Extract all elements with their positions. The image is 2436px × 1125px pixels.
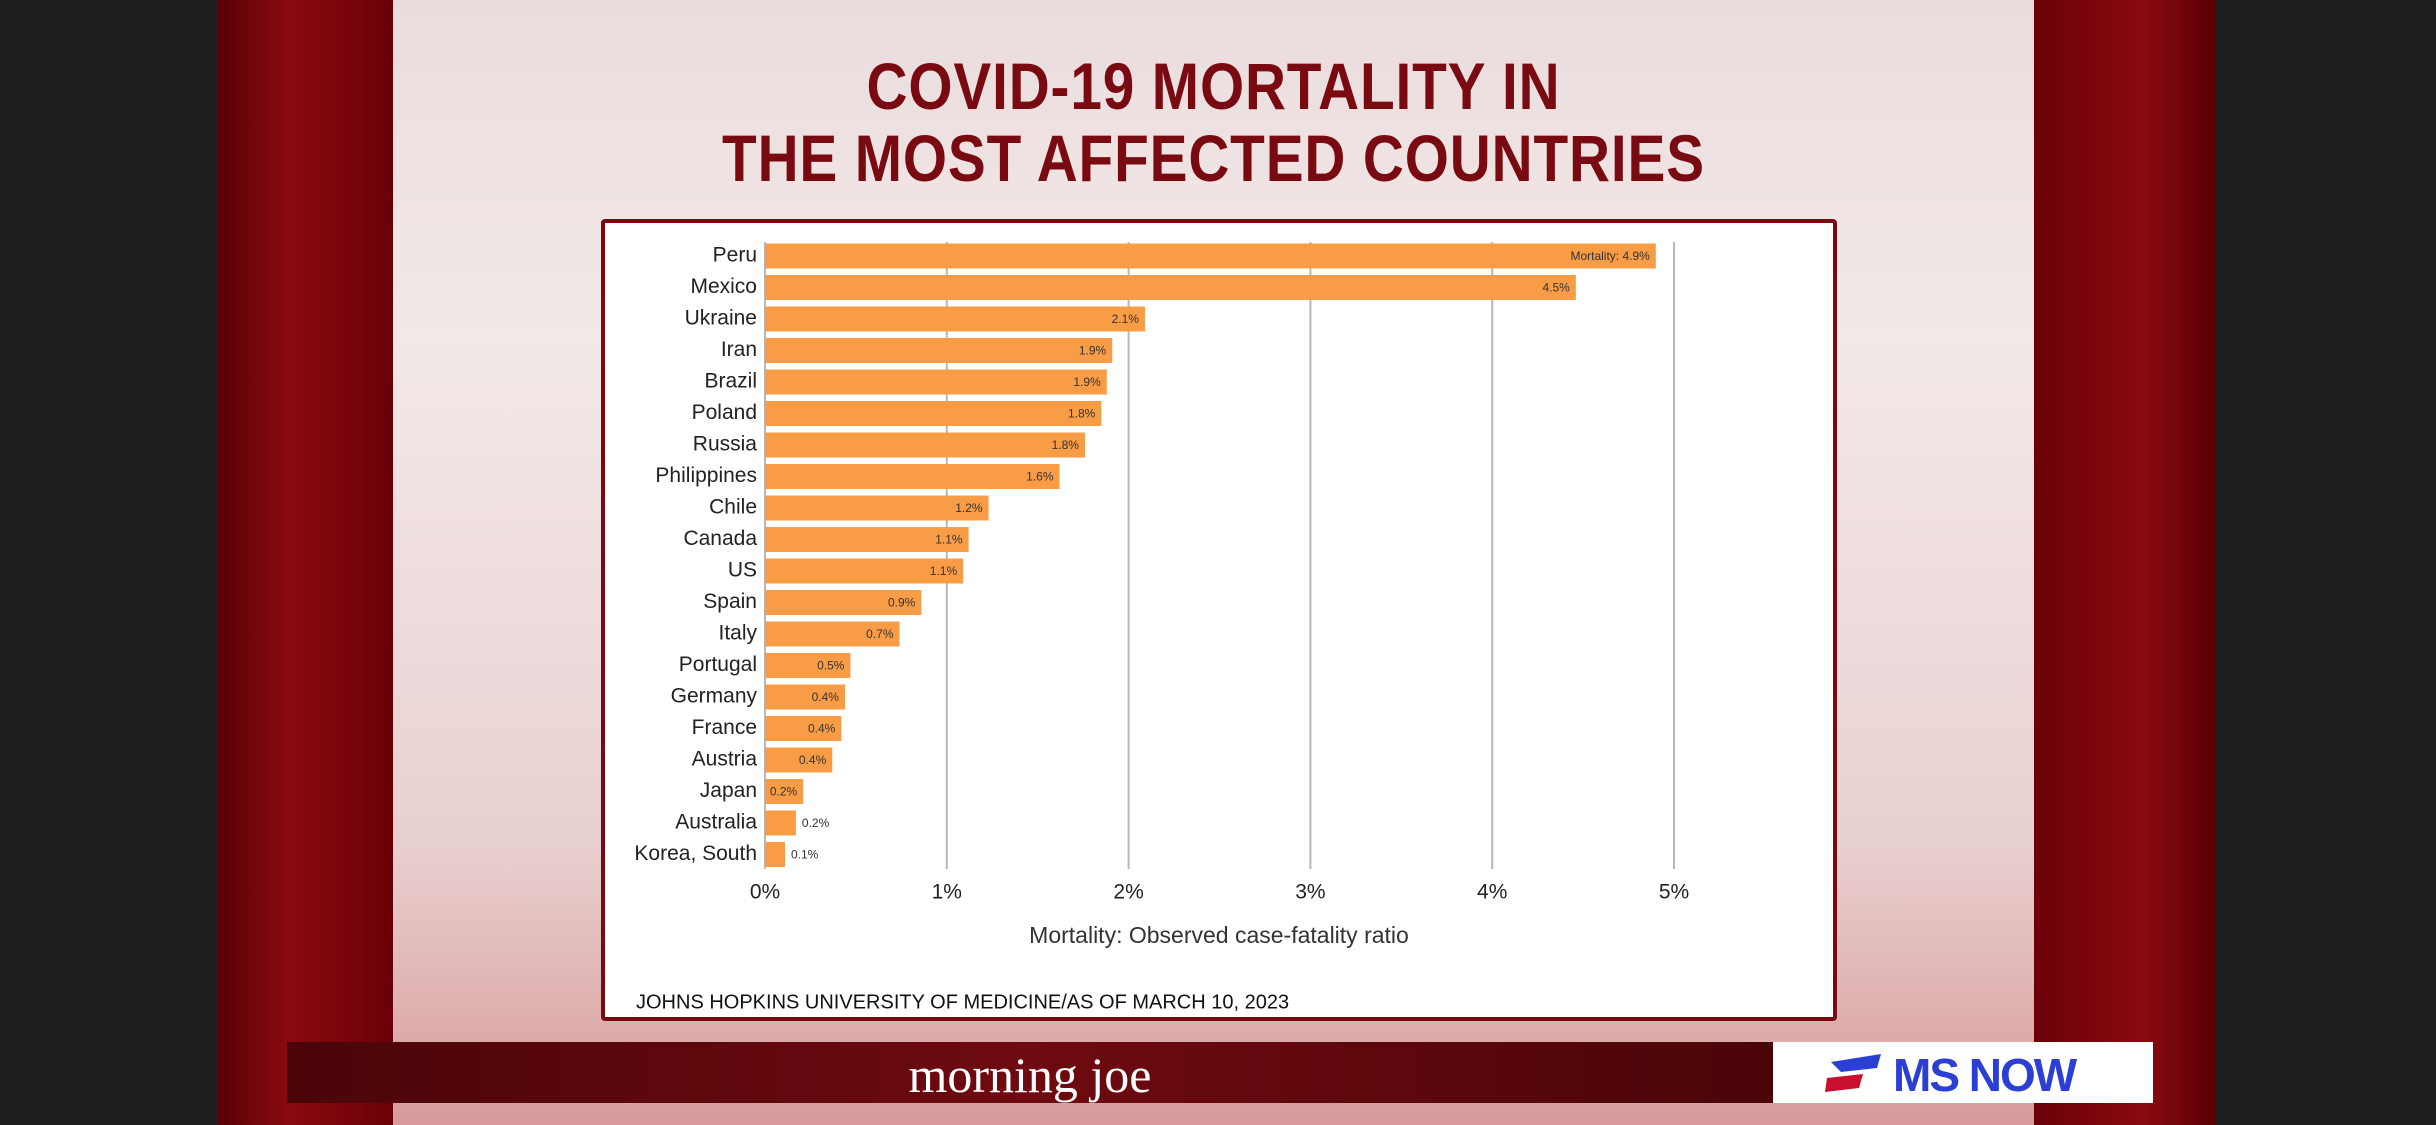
bar — [765, 464, 1060, 489]
bar — [765, 779, 804, 804]
chart: Mortality: Observed case-fatality ratio … — [634, 242, 1689, 1013]
value-label: 1.8% — [1068, 407, 1096, 421]
value-label: 0.2% — [770, 785, 798, 799]
y-tick-label: Russia — [693, 433, 758, 456]
y-tick-label: Italy — [718, 622, 757, 645]
value-label: Mortality: 4.9% — [1570, 249, 1650, 263]
x-tick-label: 0% — [750, 881, 780, 904]
bar — [765, 558, 964, 584]
bar — [765, 275, 1576, 300]
value-label: 1.9% — [1079, 344, 1107, 358]
show-name: morning joe — [908, 1047, 1152, 1103]
x-tick-label: 3% — [1295, 881, 1325, 904]
value-label: 1.6% — [1026, 470, 1054, 484]
bar — [765, 653, 851, 678]
value-label: 0.2% — [802, 816, 830, 830]
x-tick-label: 4% — [1477, 881, 1507, 904]
bar — [765, 243, 1656, 269]
y-tick-label: Poland — [692, 401, 757, 424]
value-label: 1.2% — [955, 501, 983, 515]
value-label: 0.5% — [817, 659, 845, 673]
value-label: 0.7% — [866, 627, 894, 641]
y-tick-label: Australia — [675, 811, 757, 834]
bar — [765, 401, 1102, 426]
y-tick-label: Peru — [713, 244, 757, 267]
y-tick-label: Germany — [671, 685, 758, 708]
bar — [765, 810, 796, 836]
y-tick-label: Chile — [709, 496, 757, 519]
chart-title: COVID-19 MORTALITY IN THE MOST AFFECTED … — [722, 49, 1705, 195]
bar — [765, 716, 842, 741]
curtain — [2034, 0, 2215, 1125]
value-label: 0.1% — [791, 848, 819, 862]
y-tick-label: Portugal — [679, 653, 757, 676]
curtain — [218, 0, 393, 1125]
y-tick-label: Japan — [700, 779, 757, 802]
chart-panel: Mortality: Observed case-fatality ratio … — [601, 219, 1837, 1021]
x-tick-label: 2% — [1113, 881, 1143, 904]
value-label: 1.1% — [930, 564, 958, 578]
value-label: 2.1% — [1112, 312, 1140, 326]
x-tick-label: 1% — [932, 881, 962, 904]
value-label: 1.1% — [935, 533, 963, 547]
bar — [765, 621, 900, 647]
bar — [765, 495, 989, 521]
y-tick-label: Iran — [721, 338, 757, 361]
bar — [765, 338, 1113, 363]
source: JOHNS HOPKINS UNIVERSITY OF MEDICINE/AS … — [636, 991, 1289, 1013]
bar — [765, 842, 785, 867]
y-tick-label: Ukraine — [685, 307, 757, 330]
show-bar: morning joe — [287, 1042, 1773, 1103]
y-tick-label: Canada — [683, 527, 757, 550]
value-label: 0.9% — [888, 596, 916, 610]
value-label: 4.5% — [1542, 281, 1570, 295]
x-axis-label: Mortality: Observed case-fatality ratio — [1029, 922, 1409, 948]
value-label: 0.4% — [812, 690, 840, 704]
bar — [765, 590, 922, 615]
bar — [765, 369, 1107, 395]
value-label: 0.4% — [808, 722, 836, 736]
bar — [765, 306, 1145, 332]
y-tick-label: France — [692, 716, 757, 739]
y-tick-label: Spain — [703, 590, 757, 613]
value-label: 1.8% — [1052, 438, 1080, 452]
y-tick-label: Korea, South — [634, 842, 757, 865]
y-tick-label: Mexico — [690, 275, 757, 298]
bar — [765, 527, 969, 552]
bar — [765, 432, 1085, 458]
network-name: MS NOW — [1893, 1049, 2077, 1101]
y-tick-label: US — [728, 559, 757, 582]
logo-icon — [1825, 1054, 1881, 1092]
value-label: 1.9% — [1073, 375, 1101, 389]
y-tick-label: Philippines — [655, 464, 757, 487]
y-tick-label: Brazil — [704, 370, 757, 393]
bar — [765, 747, 833, 773]
x-tick-label: 5% — [1659, 881, 1689, 904]
network-logo: MS NOW — [1773, 1042, 2153, 1103]
value-label: 0.4% — [799, 753, 827, 767]
bar — [765, 684, 845, 710]
y-tick-label: Austria — [692, 748, 758, 771]
